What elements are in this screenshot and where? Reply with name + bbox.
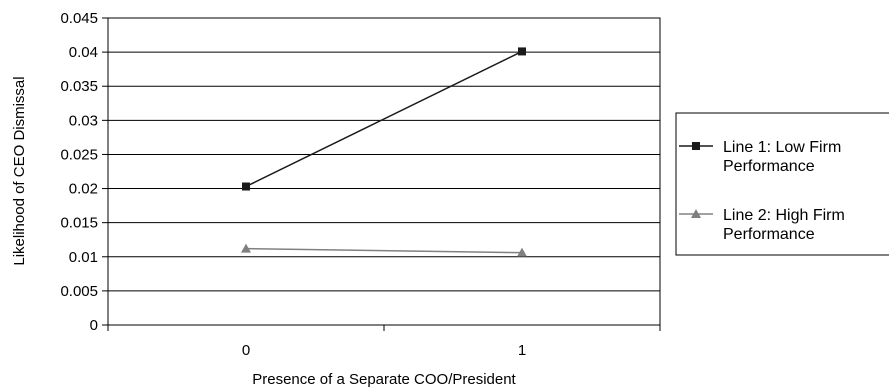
y-axis-ticks: 0 0.005 0.01 0.015 0.02 0.025 0.03 0.035 0.04 0.0… <box>60 10 108 334</box>
y-axis-title: Likelihood of CEO Dismissal <box>11 76 28 265</box>
legend-swatch-marker <box>691 209 701 218</box>
y-tick-label: 0.015 <box>60 215 98 232</box>
plot-area <box>107 17 661 326</box>
x-tick-label: 0 <box>242 342 250 359</box>
legend-item-1: Line 1: Low Firm Performance <box>679 139 841 175</box>
legend-box <box>675 112 889 256</box>
x-axis-title: Presence of a Separate COO/President <box>252 371 516 388</box>
legend-label: Performance <box>723 158 815 175</box>
gridlines <box>108 51 660 292</box>
x-tick-label: 1 <box>518 342 526 359</box>
legend-label: Line 2: High Firm <box>723 207 845 224</box>
series-2-point <box>241 243 251 253</box>
y-tick-label: 0.005 <box>60 283 98 300</box>
y-tick-label: 0.03 <box>69 112 98 129</box>
series-2-line <box>245 247 523 254</box>
y-tick-label: 0 <box>90 317 98 334</box>
y-tick-label: 0.045 <box>60 10 98 27</box>
legend-label: Performance <box>723 226 815 243</box>
legend-item-2: Line 2: High Firm Performance <box>679 207 845 243</box>
series-1-point <box>242 182 250 191</box>
legend-label: Line 1: Low Firm <box>723 139 841 156</box>
series-2-point <box>517 247 527 257</box>
series-2 <box>241 243 527 257</box>
series-1-line <box>245 50 523 188</box>
series-1-point <box>518 47 526 56</box>
series-1 <box>242 47 526 191</box>
y-tick-label: 0.01 <box>69 249 98 266</box>
y-tick-label: 0.02 <box>69 181 98 198</box>
y-tick-label: 0.04 <box>69 44 98 61</box>
y-tick-label: 0.035 <box>60 78 98 95</box>
y-tick-label: 0.025 <box>60 146 98 163</box>
series-group <box>241 47 527 257</box>
legend-swatch-marker <box>692 142 700 150</box>
